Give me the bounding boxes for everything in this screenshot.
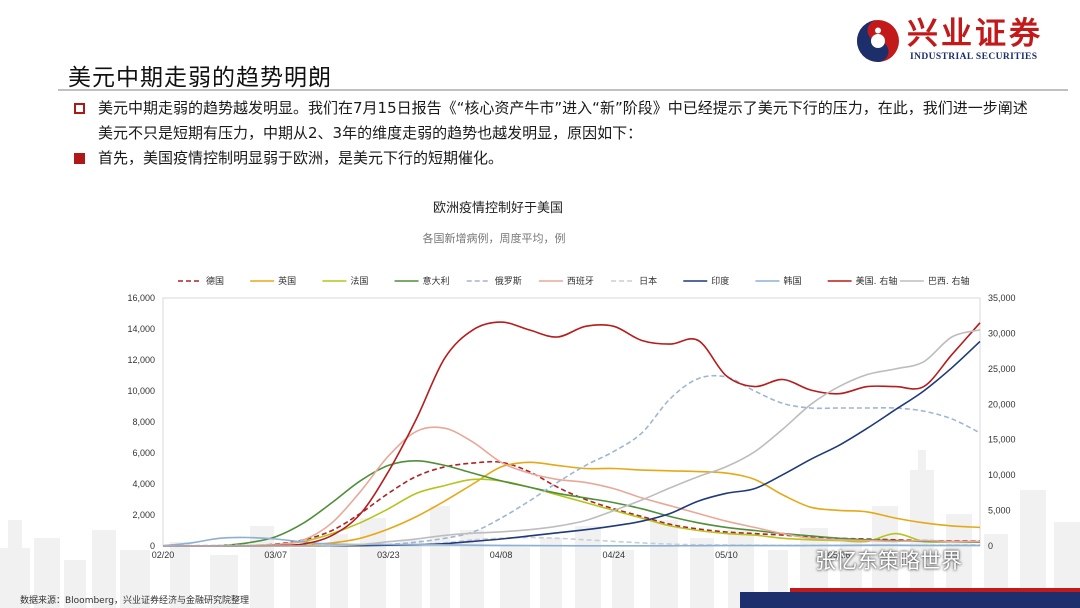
chart-subtitle: 各国新增病例，周度平均，例 — [423, 231, 566, 245]
page-title: 美元中期走弱的趋势明朗 — [68, 65, 332, 91]
y-left-tick-label: 6,000 — [132, 448, 155, 458]
y-right-tick-label: 30,000 — [988, 328, 1016, 338]
y-right-tick-label: 20,000 — [988, 399, 1016, 409]
series-line — [163, 374, 981, 547]
chart-series-lines — [162, 321, 981, 547]
y-right-tick-label: 25,000 — [988, 364, 1016, 374]
y-left-tick-label: 16,000 — [127, 293, 155, 303]
series-line — [163, 478, 981, 547]
skyline-background — [0, 450, 1080, 608]
wechat-watermark: 张忆东策略世界 — [815, 549, 962, 573]
x-tick-label: 04/08 — [490, 550, 513, 560]
y-left-tick-label: 2,000 — [132, 510, 155, 520]
bullet-text-2: 首先，美国疫情控制明显弱于欧洲，是美元下行的短期催化。 — [98, 149, 504, 167]
y-right-tick-label: 35,000 — [988, 293, 1016, 303]
x-tick-label: 03/07 — [264, 550, 287, 560]
legend-label: 英国 — [278, 275, 296, 287]
plot-area-frame — [162, 297, 981, 547]
series-line — [163, 340, 981, 547]
x-tick-label: 05/26 — [828, 550, 851, 560]
legend-label: 德国 — [206, 275, 224, 287]
footer-red-stripe — [790, 588, 1080, 592]
y-left-tick-label: 14,000 — [127, 324, 155, 334]
legend-label: 日本 — [639, 275, 657, 287]
x-tick-label: 02/20 — [152, 550, 175, 560]
series-line — [162, 536, 980, 547]
title-divider — [58, 89, 1068, 91]
chart-axes: 0 2,000 4,000 6,000 8,000 10,000 12,000 14,000 1… — [127, 293, 1015, 560]
legend-label: 西班牙 — [567, 275, 594, 287]
legend-label: 法国 — [350, 275, 368, 287]
logo-english-name: INDUSTRIAL SECURITIES — [910, 52, 1038, 62]
legend-label: 美国. 右轴 — [856, 275, 898, 287]
y-left-tick-label: 4,000 — [132, 479, 155, 489]
series-line — [163, 321, 981, 547]
hollow-square-bullet-icon — [74, 103, 85, 114]
legend-label: 巴西. 右轴 — [928, 275, 970, 287]
y-left-tick-label: 12,000 — [127, 355, 155, 365]
data-source-note: 数据来源：Bloomberg，兴业证券经济与金融研究院整理 — [20, 596, 249, 606]
chart-legend: 德国 英国 法国 意大利 俄罗斯 西班牙 日本 印度 韩国 美国. 右轴 巴西. 右轴 — [178, 275, 970, 287]
legend-label: 俄罗斯 — [495, 275, 522, 287]
y-right-tick-label: 10,000 — [988, 470, 1016, 480]
company-logo: 兴业证券 INDUSTRIAL SECURITIES — [855, 14, 1067, 66]
bullet-text-1: 美元中期走弱的趋势越发明显。我们在7月15日报告《“核心资产牛市”进入“新”阶段… — [98, 99, 1028, 142]
series-line — [162, 460, 981, 547]
footer-navy-bar — [740, 592, 1080, 608]
y-right-tick-label: 15,000 — [988, 435, 1016, 445]
y-right-tick-label: 0 — [988, 541, 993, 551]
y-left-tick-label: 8,000 — [132, 417, 155, 427]
series-line — [163, 426, 981, 547]
legend-label: 意大利 — [423, 275, 450, 287]
chart-title: 欧洲疫情控制好于美国 — [433, 200, 563, 216]
logo-emblem-icon — [857, 20, 899, 62]
legend-label: 韩国 — [783, 275, 801, 287]
x-tick-label: 04/24 — [602, 550, 625, 560]
logo-chinese-name: 兴业证券 — [907, 16, 1043, 52]
x-tick-label: 05/10 — [715, 550, 738, 560]
y-left-tick-label: 10,000 — [127, 386, 155, 396]
y-left-tick-label: 0 — [150, 541, 155, 551]
legend-label: 印度 — [711, 275, 729, 287]
y-right-tick-label: 5,000 — [988, 506, 1011, 516]
solid-square-bullet-icon — [74, 153, 85, 164]
x-tick-label: 03/23 — [377, 550, 400, 560]
series-line — [163, 329, 981, 547]
